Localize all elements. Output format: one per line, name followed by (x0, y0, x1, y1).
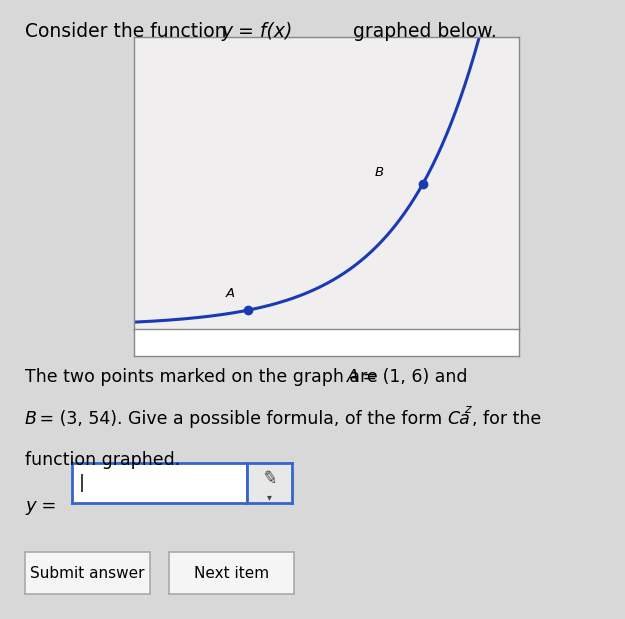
Text: The two points marked on the graph are: The two points marked on the graph are (25, 368, 383, 386)
Text: , for the: , for the (472, 410, 541, 428)
Text: |: | (79, 474, 85, 492)
Text: A: A (347, 368, 359, 386)
Text: Next item: Next item (194, 566, 269, 581)
Text: y = f(x): y = f(x) (222, 22, 293, 41)
Text: ✎: ✎ (261, 469, 278, 489)
Text: function graphed.: function graphed. (25, 451, 180, 469)
Text: = (3, 54). Give a possible formula, of the form: = (3, 54). Give a possible formula, of t… (34, 410, 448, 428)
Text: A: A (226, 287, 235, 300)
Text: y =: y = (25, 497, 56, 515)
Text: Ca: Ca (448, 410, 470, 428)
Text: Consider the function: Consider the function (25, 22, 232, 41)
Text: B: B (374, 167, 384, 180)
Text: z: z (464, 403, 471, 416)
Text: Submit answer: Submit answer (30, 566, 145, 581)
Text: ▾: ▾ (267, 492, 272, 502)
Text: = (1, 6) and: = (1, 6) and (357, 368, 468, 386)
Text: B: B (25, 410, 37, 428)
Text: graphed below.: graphed below. (347, 22, 497, 41)
